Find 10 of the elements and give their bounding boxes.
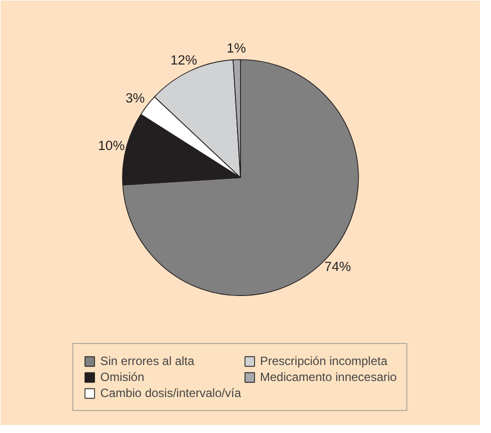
- data-label: 1%: [226, 40, 246, 56]
- legend-label: Sin errores al alta: [100, 354, 194, 368]
- legend-label: Medicamento innecesario: [260, 370, 397, 384]
- data-label: 10%: [98, 138, 125, 153]
- data-label: 3%: [126, 90, 145, 106]
- data-label: 12%: [170, 52, 198, 68]
- legend-label: Cambio dosis/intervalo/vía: [100, 386, 241, 400]
- legend-label: Prescripción incompleta: [260, 354, 388, 368]
- legend-label: Omisión: [100, 370, 144, 384]
- data-label: 74%: [324, 258, 352, 274]
